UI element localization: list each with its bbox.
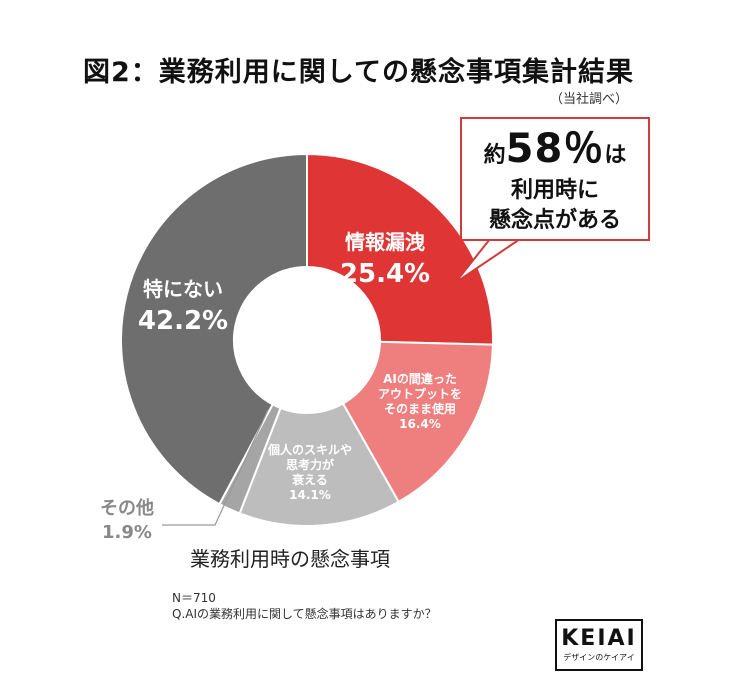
other-leader-line [162,409,269,526]
slice-none [120,152,308,506]
survey-question: Q.AIの業務利用に関して懸念事項はありますか？ [172,607,437,621]
logo-tagline: デザインのケイアイ [563,653,635,662]
skill-label-line-2: 思考力が [285,458,334,472]
info-leak-name: 情報漏洩 [345,230,425,254]
callout-line-2: 利用時に [510,178,599,203]
summary-callout: 約58％は 利用時に 懸念点がある [460,117,650,241]
slice-label-ai-wrong-output: AIの間違った アウトプットを そのまま使用 16.4% [365,372,475,432]
logo-wordmark: KEIAI [561,626,637,651]
slice-skill-decline [238,402,401,527]
callout-line-1: 約58％は [462,129,648,176]
chart-subtitle: 業務利用時の懸念事項 [190,547,390,571]
callout-line-3: 懸念点がある [488,208,621,233]
skill-label-line-1: 個人のスキルや [267,443,352,457]
footnote: N＝710 Q.AIの業務利用に関して懸念事項はありますか？ [172,590,437,622]
sample-size: N＝710 [172,591,216,605]
none-name: 特にない [143,277,223,301]
keiai-logo: KEIAI デザインのケイアイ [555,619,643,671]
none-percent: 42.2% [137,306,229,336]
slice-label-skill-decline: 個人のスキルや 思考力が 衰える 14.1% [255,443,365,503]
slice-label-info-leak: 情報漏洩 25.4% [330,226,440,289]
slice-ai-wrong-output [341,340,494,504]
ai-percent: 16.4% [399,417,441,431]
slice-info-leak [306,152,494,346]
callout-value: 58％ [505,126,605,172]
skill-percent: 14.1% [289,488,331,502]
other-name: その他 [100,498,154,519]
info-leak-percent: 25.4% [339,259,431,289]
skill-label-line-3: 衰える [292,473,328,487]
source-note: （当社調べ） [550,92,629,107]
ai-label-line-3: そのまま使用 [383,402,456,416]
callout-suffix: は [604,143,627,168]
chart-title: 図2：業務利用に関しての懸念事項集計結果 [83,57,634,88]
callout-prefix: 約 [483,143,506,168]
slice-label-other: その他 1.9% [92,497,162,545]
other-percent: 1.9% [102,522,152,543]
ai-label-line-2: アウトプットを [377,387,462,401]
ai-label-line-1: AIの間違った [383,372,457,386]
slice-label-none: 特にない 42.2% [128,273,238,336]
